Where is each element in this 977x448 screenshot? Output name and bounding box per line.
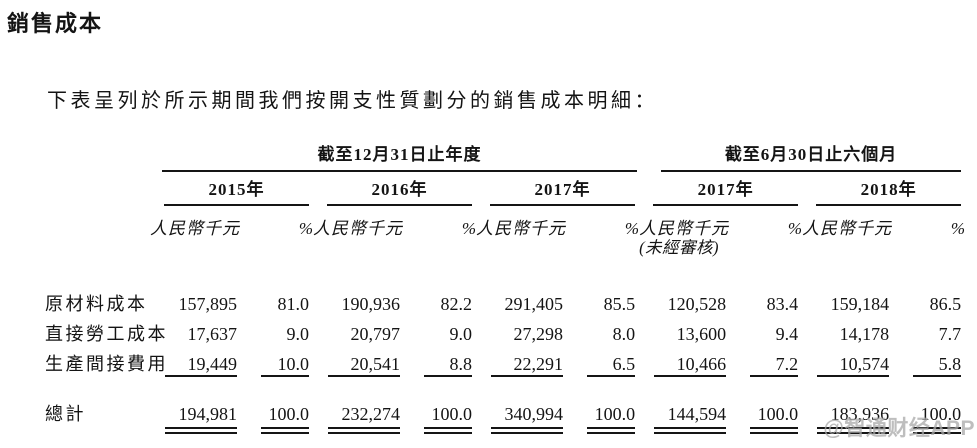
double-rule-line xyxy=(817,427,890,434)
row-label: 生產間接費用 xyxy=(45,354,168,375)
year-header-2016: 2016年 xyxy=(327,181,472,206)
total-value-cell: 144,594 xyxy=(667,404,727,425)
unit-header: 人民幣千元 xyxy=(639,219,730,239)
rule-line xyxy=(165,375,237,377)
pct-header: % xyxy=(950,219,966,239)
value-cell: 190,936 xyxy=(341,294,401,315)
pct-cell: 82.2 xyxy=(440,294,473,315)
total-value-cell: 232,274 xyxy=(341,404,401,425)
unit-header: 人民幣千元 xyxy=(150,219,240,239)
total-pct-cell: 100.0 xyxy=(757,404,799,425)
cost-of-sales-table: 截至12月31日止年度 截至6月30日止六個月 2015年 2016年 2017… xyxy=(45,138,965,437)
rule-line xyxy=(817,375,890,377)
double-rule-line xyxy=(165,427,237,434)
table-row: 原材料成本 157,895 81.0 190,936 82.2 291,405 … xyxy=(45,285,965,315)
double-rule-line xyxy=(750,427,799,434)
unit-header: 人民幣千元 xyxy=(313,219,403,239)
value-cell: 157,895 xyxy=(178,294,238,315)
pct-cell: 83.4 xyxy=(766,294,799,315)
pct-header: % xyxy=(298,219,313,239)
total-pct-cell: 100.0 xyxy=(268,404,310,425)
total-value-cell: 340,994 xyxy=(504,404,564,425)
year-header-2017: 2017年 xyxy=(490,181,636,206)
year-header-2017-interim: 2017年 xyxy=(653,181,799,206)
pct-cell: 9.0 xyxy=(286,324,310,345)
pct-header: % xyxy=(787,219,803,239)
pct-cell: 86.5 xyxy=(929,294,962,315)
year-header-row: 2015年 2016年 2017年 2017年 2018年 xyxy=(45,172,965,206)
rule-line xyxy=(654,375,727,377)
double-rule-line xyxy=(913,427,962,434)
year-header-2018: 2018年 xyxy=(816,181,962,206)
double-rule-line xyxy=(654,427,727,434)
value-cell: 17,637 xyxy=(187,324,238,345)
pct-cell: 85.5 xyxy=(603,294,636,315)
value-cell: 159,184 xyxy=(830,294,890,315)
value-cell: 20,797 xyxy=(350,324,401,345)
pct-cell: 6.5 xyxy=(612,354,636,375)
value-cell: 19,449 xyxy=(187,354,238,375)
value-cell: 120,528 xyxy=(667,294,727,315)
double-rule-line xyxy=(424,427,472,434)
value-cell: 14,178 xyxy=(839,324,890,345)
unit-header-row: 人民幣千元 % 人民幣千元 % 人民幣千元 % 人民幣千元 % 人民幣千元 % xyxy=(45,206,965,239)
year-header-2015: 2015年 xyxy=(164,181,309,206)
total-value-cell: 183,936 xyxy=(830,404,890,425)
pct-cell: 10.0 xyxy=(277,354,310,375)
group-header-row: 截至12月31日止年度 截至6月30日止六個月 xyxy=(45,138,965,172)
total-value-cell: 194,981 xyxy=(178,404,238,425)
pct-header: % xyxy=(624,219,640,239)
subtotal-rule-row xyxy=(45,375,965,383)
pct-cell: 9.4 xyxy=(775,324,799,345)
pct-cell: 7.7 xyxy=(938,324,962,345)
double-rule-line xyxy=(261,427,309,434)
pct-cell: 7.2 xyxy=(775,354,799,375)
value-cell: 291,405 xyxy=(504,294,564,315)
rule-line xyxy=(328,375,400,377)
rule-line xyxy=(261,375,309,377)
pct-cell: 8.8 xyxy=(449,354,473,375)
group-header-interim: 截至6月30日止六個月 xyxy=(661,146,962,172)
unit-header: 人民幣千元 xyxy=(802,219,893,239)
double-rule-line xyxy=(491,427,563,434)
row-label: 原材料成本 xyxy=(45,294,148,315)
watermark: @智通财经APP xyxy=(823,417,975,440)
group-header-annual: 截至12月31日止年度 xyxy=(162,146,638,172)
table-row: 直接勞工成本 17,637 9.0 20,797 9.0 27,298 8.0 … xyxy=(45,315,965,345)
pct-header: % xyxy=(461,219,476,239)
rule-line xyxy=(424,375,472,377)
rule-line xyxy=(587,375,636,377)
rule-line xyxy=(750,375,799,377)
pct-cell: 9.0 xyxy=(449,324,473,345)
value-cell: 10,466 xyxy=(676,354,727,375)
rule-line xyxy=(913,375,962,377)
total-row: 總計 194,981 100.0 232,274 100.0 340,994 1… xyxy=(45,395,965,425)
rule-line xyxy=(491,375,563,377)
unit-header: 人民幣千元 xyxy=(476,219,566,239)
double-rule-line xyxy=(587,427,636,434)
double-rule-line xyxy=(328,427,400,434)
value-cell: 27,298 xyxy=(513,324,564,345)
value-cell: 20,541 xyxy=(350,354,401,375)
pct-cell: 5.8 xyxy=(938,354,962,375)
value-cell: 13,600 xyxy=(676,324,727,345)
value-cell: 22,291 xyxy=(513,354,564,375)
total-pct-cell: 100.0 xyxy=(920,404,962,425)
unaudited-note: (未經審核) xyxy=(639,238,720,257)
unaudited-note-row: (未經審核) xyxy=(45,238,965,265)
total-double-rule-row xyxy=(45,425,965,437)
group-header-annual-cell: 截至12月31日止年度 xyxy=(150,138,639,172)
total-pct-cell: 100.0 xyxy=(431,404,473,425)
intro-text: 下表呈列於所示期間我們按開支性質劃分的銷售成本明細： xyxy=(47,90,658,112)
total-label: 總計 xyxy=(45,404,86,425)
table-row: 生產間接費用 19,449 10.0 20,541 8.8 22,291 6.5… xyxy=(45,345,965,375)
page-title: 銷售成本 xyxy=(7,11,104,36)
value-cell: 10,574 xyxy=(839,354,890,375)
row-label: 直接勞工成本 xyxy=(45,324,168,345)
group-header-interim-cell: 截至6月30日止六個月 xyxy=(639,138,965,172)
pct-cell: 81.0 xyxy=(277,294,310,315)
total-pct-cell: 100.0 xyxy=(594,404,636,425)
pct-cell: 8.0 xyxy=(612,324,636,345)
